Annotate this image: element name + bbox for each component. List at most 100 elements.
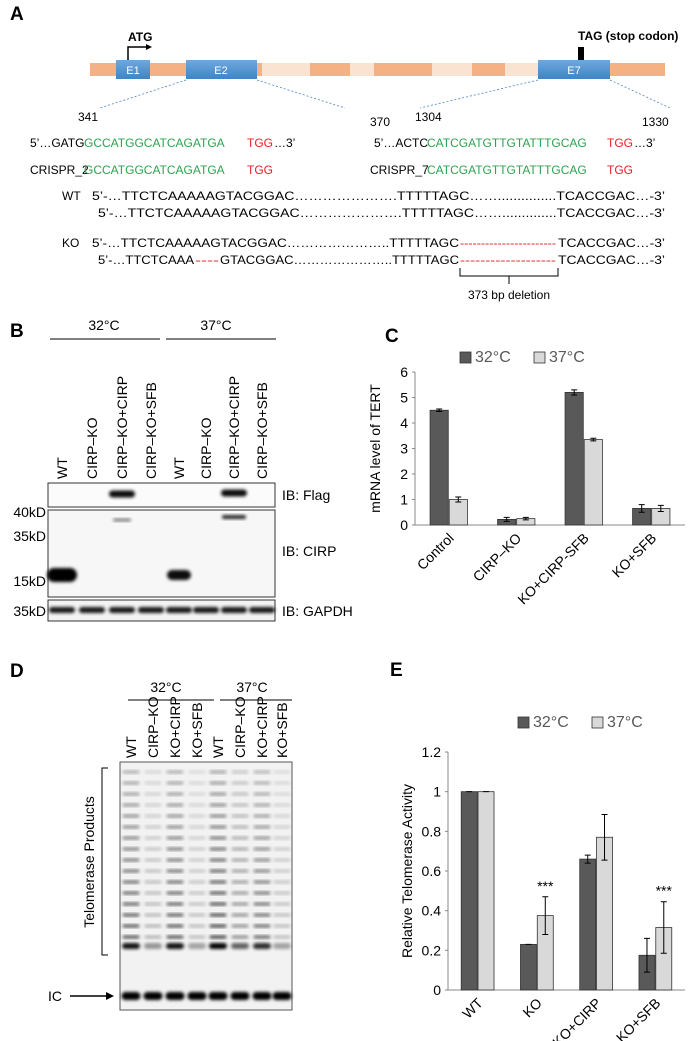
error-bar xyxy=(657,504,664,512)
band xyxy=(273,825,291,829)
band xyxy=(253,902,271,906)
temperature: 32°C xyxy=(150,679,181,695)
panel-label: E xyxy=(390,660,403,681)
lane-label: WT xyxy=(210,736,226,758)
band xyxy=(144,814,162,818)
error-bar xyxy=(571,389,578,396)
panel-a: A E1 E2 E7 ATG TAG (stop codon) 341 370 … xyxy=(10,4,678,302)
stop-label: TAG (stop codon) xyxy=(578,29,678,43)
band xyxy=(209,836,227,840)
band xyxy=(166,792,184,796)
position: 341 xyxy=(78,110,98,124)
panel-e: E xyxy=(390,660,403,681)
band xyxy=(209,792,227,796)
band xyxy=(231,943,249,949)
band xyxy=(253,803,271,807)
band xyxy=(188,792,206,796)
band xyxy=(122,770,140,774)
error-bar xyxy=(638,504,645,513)
band xyxy=(253,880,271,884)
band xyxy=(249,607,275,613)
seq-pam: TGG xyxy=(247,136,273,150)
band xyxy=(253,891,271,895)
panel-label: A xyxy=(10,4,24,25)
error-bar xyxy=(660,901,667,954)
band xyxy=(209,935,227,939)
seq-guide: CATCGATGTTGTATTTGCAG xyxy=(427,163,587,177)
ko-sequence: GTACGGAC…………………..TTTTTAGC xyxy=(220,253,459,267)
band xyxy=(166,943,184,949)
error-bar xyxy=(542,896,549,935)
ko-deletion: ------------------- xyxy=(460,253,556,267)
y-tick-label: 0.4 xyxy=(422,903,442,919)
temperature: 37°C xyxy=(200,317,231,333)
band xyxy=(209,943,227,949)
band xyxy=(253,792,271,796)
significance: *** xyxy=(656,883,673,899)
band xyxy=(209,825,227,829)
band xyxy=(253,770,271,774)
band xyxy=(144,913,162,917)
band xyxy=(122,814,140,818)
lane-label: WT xyxy=(123,736,139,758)
band xyxy=(122,880,140,884)
band xyxy=(166,924,184,928)
band xyxy=(273,869,291,873)
band xyxy=(188,943,206,949)
band xyxy=(231,869,249,873)
band xyxy=(231,803,249,807)
band xyxy=(273,902,291,906)
deletion-label: 373 bp deletion xyxy=(468,288,550,302)
position: 1330 xyxy=(642,115,669,129)
band xyxy=(166,858,184,862)
x-tick-label: CIRP–KO xyxy=(470,530,525,585)
seq: 5’…GATG xyxy=(30,136,84,150)
panel-label: D xyxy=(10,661,24,682)
bar xyxy=(579,858,597,991)
band xyxy=(144,924,162,928)
band xyxy=(188,924,206,928)
marker: 15kD xyxy=(13,573,46,589)
band xyxy=(166,803,184,807)
band xyxy=(188,781,206,785)
band xyxy=(273,891,291,895)
band xyxy=(113,518,131,522)
seq-pam: TGG xyxy=(247,163,273,177)
exon-label: E1 xyxy=(126,65,139,77)
band xyxy=(166,847,184,851)
band xyxy=(144,781,162,785)
y-tick-label: 2 xyxy=(400,466,408,482)
band xyxy=(231,902,249,906)
band xyxy=(144,792,162,796)
band xyxy=(144,891,162,895)
position: 370 xyxy=(370,115,390,129)
band xyxy=(253,869,271,873)
band xyxy=(273,924,291,928)
arrow-head xyxy=(146,44,152,50)
band xyxy=(122,825,140,829)
band xyxy=(122,902,140,906)
band xyxy=(109,490,135,498)
lane-label: WT xyxy=(171,457,187,479)
bar xyxy=(583,439,603,526)
band xyxy=(273,913,291,917)
band xyxy=(231,880,249,884)
intron xyxy=(432,63,472,76)
bar xyxy=(520,943,537,991)
legend-swatch xyxy=(459,351,472,364)
band xyxy=(165,992,185,1000)
blot-label: IB: CIRP xyxy=(282,543,336,559)
band xyxy=(209,913,227,917)
band xyxy=(273,880,291,884)
band xyxy=(231,913,249,917)
band xyxy=(166,814,184,818)
blot-label: IB: GAPDH xyxy=(282,603,353,619)
legend-label: 32°C xyxy=(533,714,569,731)
x-tick-label: KO+SFB xyxy=(609,530,660,581)
y-axis-label: mRNA level of TERT xyxy=(367,384,383,513)
band xyxy=(209,902,227,906)
y-tick-label: 0.8 xyxy=(422,823,442,839)
band xyxy=(166,836,184,840)
ko-deletion: ---- xyxy=(195,253,219,267)
